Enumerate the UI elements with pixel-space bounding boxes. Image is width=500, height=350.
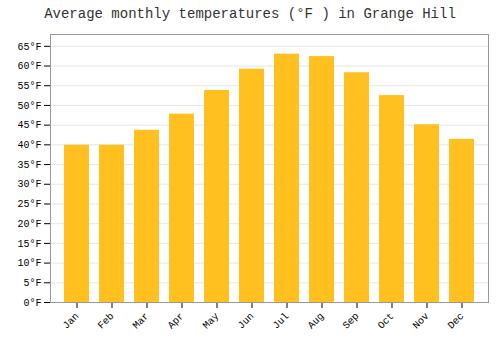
svg-text:45°F: 45°F (17, 120, 41, 131)
svg-text:Jun: Jun (236, 311, 257, 332)
svg-text:35°F: 35°F (17, 160, 41, 171)
svg-text:65°F: 65°F (17, 42, 41, 53)
svg-text:Jan: Jan (61, 311, 82, 332)
svg-text:Sep: Sep (341, 311, 362, 332)
svg-text:40°F: 40°F (17, 140, 41, 151)
svg-text:5°F: 5°F (23, 278, 41, 289)
svg-text:Mar: Mar (131, 311, 152, 332)
svg-text:55°F: 55°F (17, 81, 41, 92)
svg-text:Dec: Dec (446, 311, 467, 332)
svg-text:Apr: Apr (166, 311, 187, 332)
svg-text:Feb: Feb (96, 311, 117, 332)
svg-text:10°F: 10°F (17, 258, 41, 269)
svg-text:15°F: 15°F (17, 239, 41, 250)
svg-text:50°F: 50°F (17, 101, 41, 112)
svg-text:Aug: Aug (306, 311, 327, 332)
svg-text:May: May (201, 311, 222, 332)
svg-text:20°F: 20°F (17, 219, 41, 230)
svg-text:60°F: 60°F (17, 61, 41, 72)
svg-text:Nov: Nov (411, 311, 432, 332)
svg-text:25°F: 25°F (17, 199, 41, 210)
html-text:Average monthly temperatures (: Average monthly temperatures (°F ) in Gr… (44, 6, 456, 22)
svg-text:Jul: Jul (271, 311, 292, 332)
svg-text:30°F: 30°F (17, 179, 41, 190)
svg-text:0°F: 0°F (23, 298, 41, 309)
svg-text:Oct: Oct (376, 311, 397, 332)
